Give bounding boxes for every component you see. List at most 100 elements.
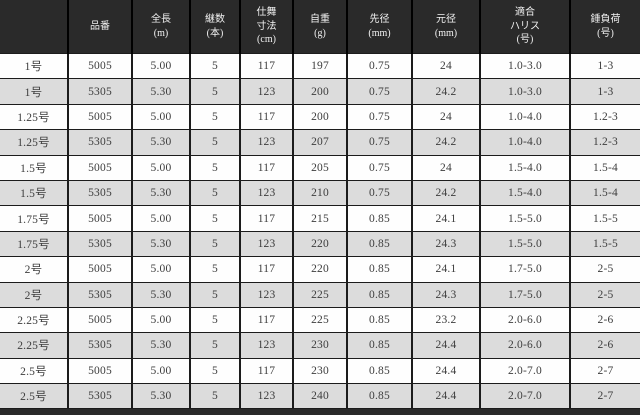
row-label: 2.5号	[0, 357, 68, 384]
cell: 0.75	[346, 129, 412, 156]
cell: 123	[239, 78, 293, 105]
cell: 5.30	[131, 332, 190, 359]
cell: 220	[292, 230, 347, 257]
row-label: 2.5号	[0, 383, 68, 409]
cell: 205	[292, 154, 347, 181]
cell: 200	[292, 78, 347, 105]
cell: 5005	[67, 306, 132, 333]
column-header-1: 品番	[67, 0, 132, 54]
cell: 2.0-6.0	[479, 306, 570, 333]
cell: 0.85	[346, 230, 412, 257]
cell: 5	[189, 281, 240, 308]
cell: 230	[292, 332, 347, 359]
cell: 5005	[67, 103, 132, 130]
cell: 5.30	[131, 281, 190, 308]
column-header-3: 継数 (本)	[189, 0, 240, 54]
column-header-6: 先径 (mm)	[346, 0, 412, 54]
cell: 0.75	[346, 78, 412, 105]
cell: 2-6	[569, 332, 640, 359]
cell: 220	[292, 256, 347, 283]
cell: 1.5-4	[569, 179, 640, 206]
cell: 2.0-7.0	[479, 383, 570, 409]
cell: 5	[189, 332, 240, 359]
cell: 197	[292, 52, 347, 79]
cell: 5	[189, 306, 240, 333]
cell: 1.5-5.0	[479, 205, 570, 232]
table-row: 1.75号 5305 5.30 5 123 220 0.85 24.3 1.5-5.0 1.5-5	[0, 230, 640, 257]
row-label: 2号	[0, 281, 68, 308]
row-label: 1号	[0, 52, 68, 79]
cell: 0.85	[346, 256, 412, 283]
cell: 0.75	[346, 154, 412, 181]
cell: 0.75	[346, 179, 412, 206]
cell: 1.0-4.0	[479, 103, 570, 130]
table-row: 1.75号 5005 5.00 5 117 215 0.85 24.1 1.5-5.0 1.5-5	[0, 205, 640, 232]
column-header-9: 錘負荷 (号)	[569, 0, 640, 54]
cell: 1.0-3.0	[479, 78, 570, 105]
table-row: 1号 5305 5.30 5 123 200 0.75 24.2 1.0-3.0 1-3	[0, 78, 640, 105]
cell: 0.75	[346, 52, 412, 79]
cell: 5	[189, 154, 240, 181]
cell: 1.7-5.0	[479, 281, 570, 308]
column-header-7: 元径 (mm)	[411, 0, 480, 54]
cell: 117	[239, 52, 293, 79]
table-row: 1.5号 5005 5.00 5 117 205 0.75 24 1.5-4.0 1.5-4	[0, 154, 640, 181]
cell: 123	[239, 179, 293, 206]
cell: 0.85	[346, 357, 412, 384]
row-label: 1.25号	[0, 129, 68, 156]
row-label: 1.75号	[0, 205, 68, 232]
cell: 240	[292, 383, 347, 409]
cell: 5	[189, 357, 240, 384]
cell: 117	[239, 205, 293, 232]
cell: 1-3	[569, 52, 640, 79]
cell: 5.00	[131, 205, 190, 232]
cell: 0.85	[346, 281, 412, 308]
cell: 5	[189, 129, 240, 156]
cell: 5.30	[131, 179, 190, 206]
cell: 215	[292, 205, 347, 232]
cell: 123	[239, 281, 293, 308]
cell: 123	[239, 383, 293, 409]
column-header-4: 仕舞 寸法 (cm)	[239, 0, 293, 54]
cell: 24.2	[411, 179, 480, 206]
table-row: 2.5号 5305 5.30 5 123 240 0.85 24.4 2.0-7.0 2-7	[0, 383, 640, 409]
cell: 5.00	[131, 306, 190, 333]
cell: 1.0-4.0	[479, 129, 570, 156]
cell: 5	[189, 179, 240, 206]
row-label: 2.25号	[0, 306, 68, 333]
cell: 2-6	[569, 306, 640, 333]
cell: 1.5-4.0	[479, 179, 570, 206]
cell: 230	[292, 357, 347, 384]
cell: 225	[292, 281, 347, 308]
cell: 5005	[67, 52, 132, 79]
cell: 1.5-5.0	[479, 230, 570, 257]
cell: 5.00	[131, 103, 190, 130]
row-label: 1.25号	[0, 103, 68, 130]
cell: 1.5-5	[569, 205, 640, 232]
column-header-0	[0, 0, 68, 54]
partial-next-header-strip	[0, 408, 640, 416]
table-row: 2号 5305 5.30 5 123 225 0.85 24.3 1.7-5.0 2-5	[0, 281, 640, 308]
cell: 5.00	[131, 52, 190, 79]
cell: 123	[239, 129, 293, 156]
cell: 1.2-3	[569, 129, 640, 156]
cell: 5005	[67, 256, 132, 283]
cell: 24	[411, 52, 480, 79]
cell: 1.5-4	[569, 154, 640, 181]
cell: 5.30	[131, 129, 190, 156]
cell: 0.75	[346, 103, 412, 130]
cell: 5	[189, 78, 240, 105]
table-row: 2.25号 5305 5.30 5 123 230 0.85 24.4 2.0-6.0 2-6	[0, 332, 640, 359]
row-label: 1号	[0, 78, 68, 105]
table-row: 1.5号 5305 5.30 5 123 210 0.75 24.2 1.5-4.0 1.5-4	[0, 179, 640, 206]
table-row: 1.25号 5305 5.30 5 123 207 0.75 24.2 1.0-4.0 1.2-3	[0, 129, 640, 156]
cell: 2-7	[569, 357, 640, 384]
cell: 5.00	[131, 154, 190, 181]
cell: 24.1	[411, 205, 480, 232]
cell: 117	[239, 154, 293, 181]
cell: 24.2	[411, 129, 480, 156]
cell: 5	[189, 230, 240, 257]
column-header-5: 自重 (g)	[292, 0, 347, 54]
cell: 1.0-3.0	[479, 52, 570, 79]
